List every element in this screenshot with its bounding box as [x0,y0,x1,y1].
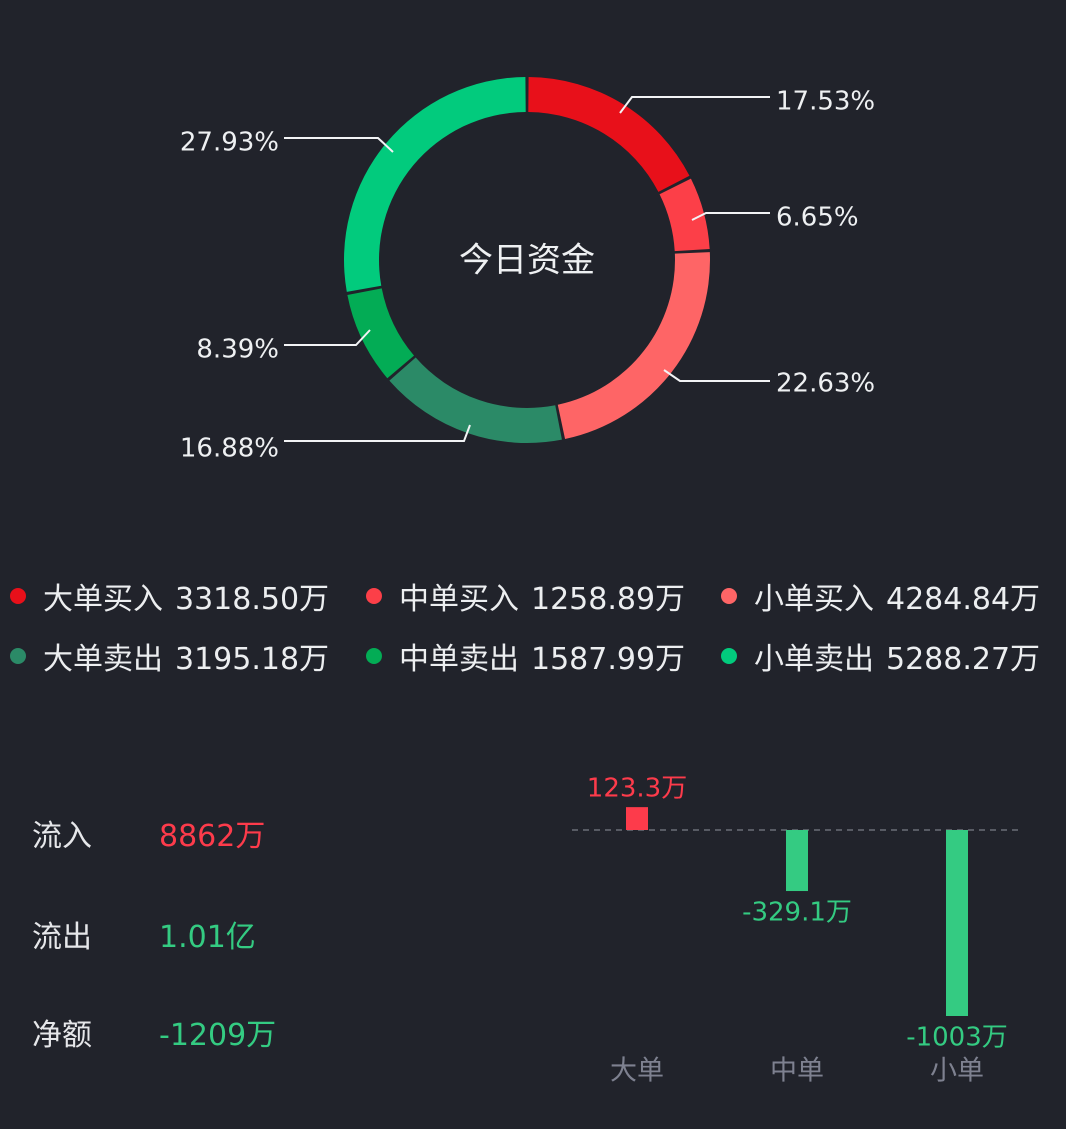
donut-slice [347,288,415,379]
slice-percent-label: 6.65% [776,203,859,233]
legend-label: 大单买入 [43,582,163,617]
legend-dot-small-sell [721,648,737,664]
summary-inflow-row: 流入 8862万 [32,808,265,858]
donut-center-label: 今日资金 [459,241,595,281]
legend-item-large-sell: 大单卖出 3195.18万 [10,628,329,684]
legend-value: 1587.99万 [531,642,686,677]
inflow-value: 8862万 [159,819,266,854]
legend-dot-medium-sell [366,648,382,664]
slice-percent-label: 22.63% [776,369,875,399]
legend-dot-medium-buy [366,588,382,604]
legend-label: 中单卖出 [399,642,519,677]
net-value: -1209万 [159,1018,277,1053]
slice-percent-label: 16.88% [180,434,279,464]
legend-value: 3195.18万 [175,642,330,677]
legend-label: 小单卖出 [754,642,874,677]
legend-item-small-sell: 小单卖出 5288.27万 [721,628,1040,684]
slice-percent-label: 17.53% [776,87,875,117]
legend-item-medium-buy: 中单买入 1258.89万 [366,568,685,624]
slice-percent-label: 8.39% [196,335,279,365]
bar-value-label: -1003万 [906,1023,1008,1053]
outflow-value: 1.01亿 [159,920,256,955]
bar [946,830,968,1016]
slice-percent-label: 27.93% [180,128,279,158]
donut-slice [659,178,710,252]
donut-legend: 大单买入 3318.50万 中单买入 1258.89万 小单买入 4284.84… [0,568,1066,688]
legend-value: 1258.89万 [531,582,686,617]
legend-dot-large-sell [10,648,26,664]
legend-label: 小单买入 [754,582,874,617]
legend-label: 大单卖出 [43,642,163,677]
slice-label-leader-line [691,212,770,221]
bar-category-label: 中单 [770,1056,824,1087]
outflow-label: 流出 [32,920,92,955]
fund-flow-donut-chart: 17.53% 6.65% 22.63% 16.88% 8.39% 27.93% 今日资金 [180,77,875,464]
legend-item-large-buy: 大单买入 3318.50万 [10,568,329,624]
bar [626,807,648,830]
inflow-label: 流入 [32,819,92,854]
legend-value: 5288.27万 [886,642,1041,677]
donut-slice [344,77,526,292]
summary-outflow-row: 流出 1.01亿 [32,909,256,959]
slice-label-leader-line [619,96,770,114]
bar-category-label: 小单 [930,1056,984,1087]
slice-label-leader-line [663,369,770,382]
slice-label-leader-line [284,329,371,346]
bar [786,830,808,892]
legend-item-small-buy: 小单买入 4284.84万 [721,568,1040,624]
bar-value-label: -329.1万 [742,898,852,928]
donut-slice [528,77,690,192]
legend-item-medium-sell: 中单卖出 1587.99万 [366,628,685,684]
bar-category-label: 大单 [610,1056,664,1087]
legend-label: 中单买入 [399,582,519,617]
donut-slice [389,357,562,444]
summary-net-row: 净额 -1209万 [32,1007,276,1057]
donut-slice [557,252,710,440]
bar-value-label: 123.3万 [587,774,687,804]
legend-dot-large-buy [10,588,26,604]
net-label: 净额 [32,1018,92,1053]
legend-dot-small-buy [721,588,737,604]
slice-label-leader-line [284,424,471,442]
legend-value: 3318.50万 [175,582,330,617]
legend-value: 4284.84万 [886,582,1041,617]
slice-label-leader-line [284,137,394,153]
